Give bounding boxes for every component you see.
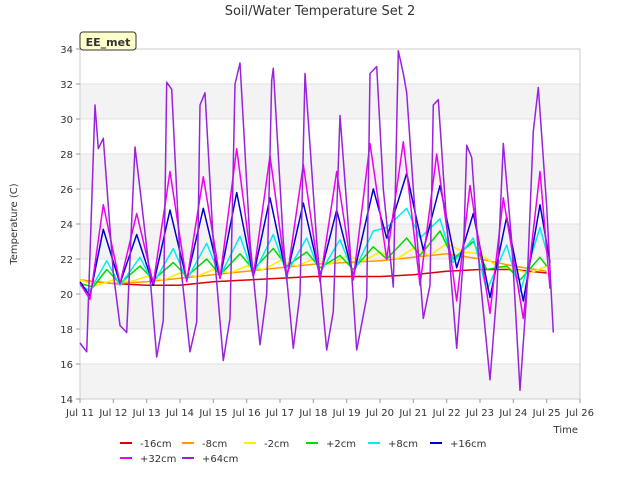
y-tick-label: 32	[60, 80, 73, 91]
y-tick-label: 30	[60, 115, 73, 126]
x-tick-label: Jul 22	[432, 408, 461, 419]
y-tick-label: 16	[60, 360, 73, 371]
legend-label: -2cm	[264, 439, 289, 450]
badge-label: EE_met	[86, 36, 131, 49]
legend-label: +8cm	[388, 439, 418, 450]
x-tick-label: Jul 12	[98, 408, 127, 419]
legend-label: +32cm	[140, 454, 176, 465]
legend-label: +64cm	[202, 454, 238, 465]
x-tick-label: Jul 24	[498, 408, 527, 419]
ee-met-badge: EE_met	[79, 31, 137, 51]
y-tick-label: 18	[60, 325, 73, 336]
y-tick-label: 24	[60, 220, 73, 231]
y-tick-label: 28	[60, 150, 73, 161]
chart-title: Soil/Water Temperature Set 2	[225, 4, 416, 19]
x-tick-label: Jul 25	[532, 408, 561, 419]
legend-label: -8cm	[202, 439, 227, 450]
series-line-6	[79, 141, 551, 320]
y-tick-label: 34	[60, 45, 73, 56]
legend-label: +16cm	[450, 439, 486, 450]
plot-band	[80, 224, 580, 259]
plot-band	[80, 154, 580, 189]
series-lines	[79, 50, 555, 392]
x-tick-label: Jul 26	[565, 408, 594, 419]
x-tick-label: Jul 19	[332, 408, 361, 419]
x-tick-label: Jul 13	[132, 408, 161, 419]
plot-band	[80, 364, 580, 399]
x-tick-label: Jul 16	[232, 408, 261, 419]
x-tick-label: Jul 18	[298, 408, 327, 419]
x-tick-label: Jul 15	[198, 408, 227, 419]
x-tick-label: Jul 11	[65, 408, 94, 419]
x-tick-label: Jul 17	[265, 408, 294, 419]
y-tick-label: 20	[60, 290, 73, 301]
y-axis: 14 16 18 20 22 24 26 28 30 32 34	[60, 45, 80, 406]
plot-band	[80, 294, 580, 329]
legend-label: -16cm	[140, 439, 172, 450]
x-axis: Jul 11 Jul 12 Jul 13 Jul 14 Jul 15 Jul 16 Jul …	[65, 399, 594, 419]
plot-band	[80, 84, 580, 119]
legend-label: +2cm	[326, 439, 356, 450]
y-tick-label: 14	[60, 395, 73, 406]
x-tick-label: Jul 20	[365, 408, 394, 419]
x-tick-label: Jul 23	[465, 408, 494, 419]
series-line-0	[79, 268, 547, 287]
x-tick-label: Jul 21	[398, 408, 427, 419]
series-line-7	[79, 50, 555, 392]
series-line-1	[79, 253, 547, 285]
y-tick-label: 26	[60, 185, 73, 196]
plot-bands	[80, 84, 580, 399]
y-axis-title: Temperature (C)	[9, 183, 20, 265]
x-axis-title: Time	[553, 425, 578, 436]
x-tick-label: Jul 14	[165, 408, 194, 419]
y-tick-label: 22	[60, 255, 73, 266]
legend: -16cm -8cm -2cm +2cm +8cm +16cm +32cm +64cm	[120, 439, 486, 465]
